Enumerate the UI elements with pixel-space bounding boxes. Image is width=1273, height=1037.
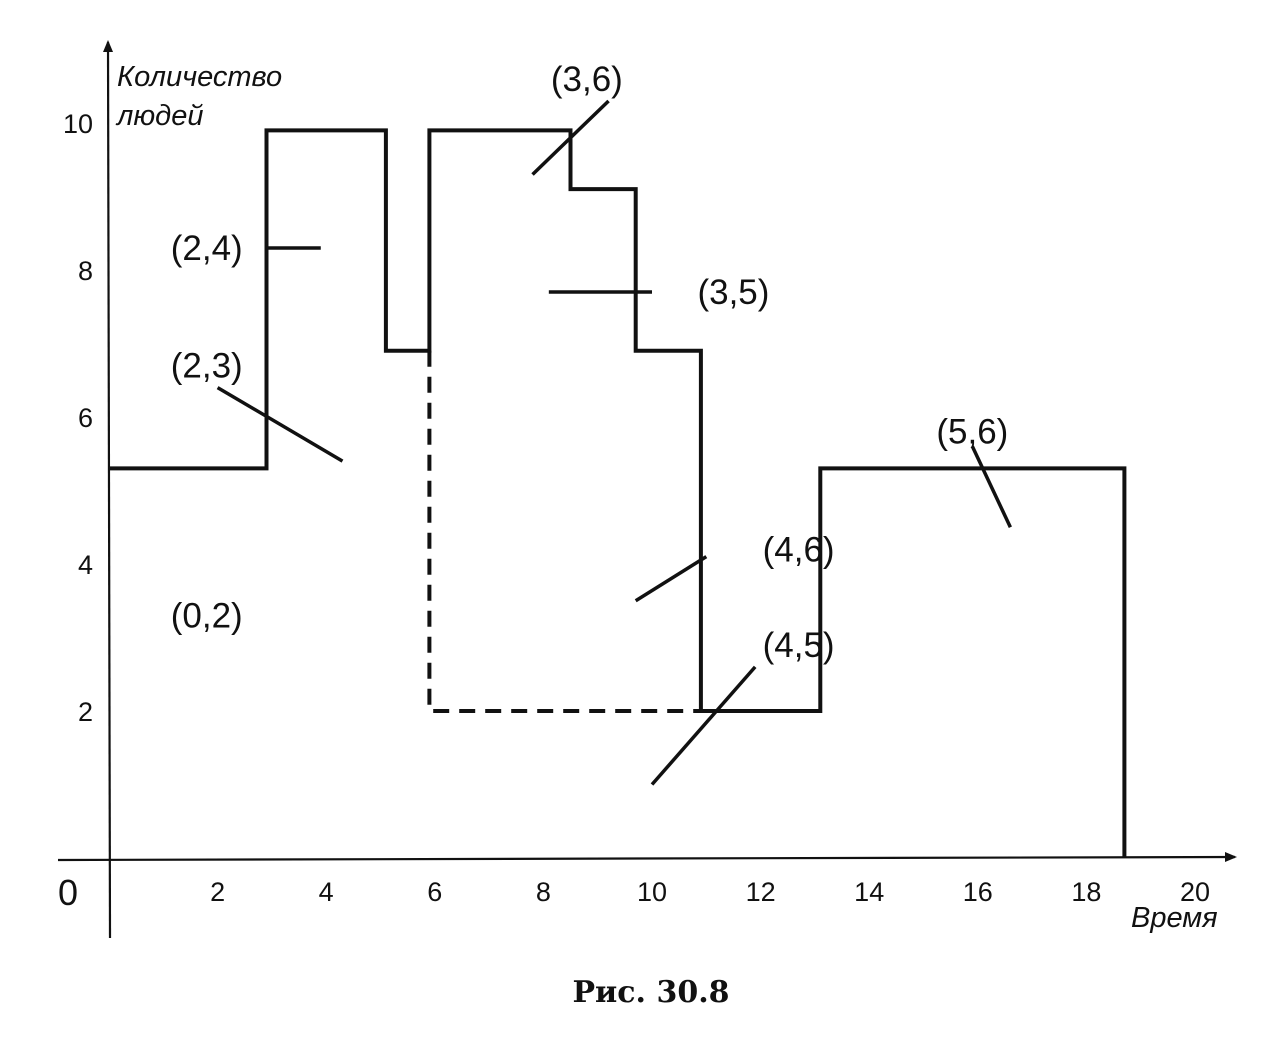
annotation-label: (2,3) <box>171 347 243 386</box>
annotation-leader-line <box>216 386 344 463</box>
annotation-leader-line <box>970 445 1012 528</box>
y-axis <box>103 40 114 939</box>
annotation-label: (5,6) <box>936 413 1008 452</box>
y-tick-label: 6 <box>78 403 93 433</box>
x-tick-label: 8 <box>536 877 551 907</box>
annotation-leader-line <box>650 665 757 786</box>
series-layer <box>109 128 1127 858</box>
x-tick-label: 12 <box>746 877 776 907</box>
x-tick-label: 4 <box>319 877 334 907</box>
x-tick-labels: 2 4 6 8 10 12 14 16 18 20 <box>210 877 1210 907</box>
x-axis <box>57 852 1237 863</box>
y-axis-title-line-2: людей <box>115 100 203 132</box>
x-tick-label: 14 <box>854 877 884 907</box>
annotation-label: (4,6) <box>763 530 835 569</box>
annotation-leader-line <box>531 99 610 176</box>
x-tick-label: 10 <box>637 877 667 907</box>
y-tick-label: 8 <box>78 256 93 286</box>
annotation-leader-line <box>634 555 708 603</box>
dashed-path-line <box>427 350 701 713</box>
step-path-line <box>109 128 1127 858</box>
x-axis-title: Время <box>1131 902 1218 934</box>
y-axis-title-line-1: Количество <box>117 61 282 93</box>
figure-caption: Рис. 30.8 <box>572 975 729 1010</box>
x-tick-label: 2 <box>210 877 225 907</box>
x-tick-label: 16 <box>963 877 993 907</box>
origin-label: 0 <box>58 872 78 913</box>
annotation-label: (3,5) <box>697 273 769 312</box>
annotation-label: (3,6) <box>551 60 623 99</box>
x-tick-label: 6 <box>427 877 442 907</box>
x-tick-label: 18 <box>1071 877 1101 907</box>
annotation-label: (4,5) <box>763 626 835 665</box>
y-tick-label: 2 <box>78 697 93 727</box>
x-tick-label: 20 <box>1180 877 1210 907</box>
y-tick-label: 10 <box>63 109 93 139</box>
y-tick-labels: 2 4 6 8 10 <box>63 109 93 727</box>
annotation-layer: (0,2) (2,3) (2,4) (3,6) (3,5) (4,6) (4,5) (5,6) <box>171 60 1012 786</box>
y-tick-label: 4 <box>78 550 93 580</box>
annotation-label: (0,2) <box>171 596 243 635</box>
annotation-label: (2,4) <box>171 229 243 268</box>
